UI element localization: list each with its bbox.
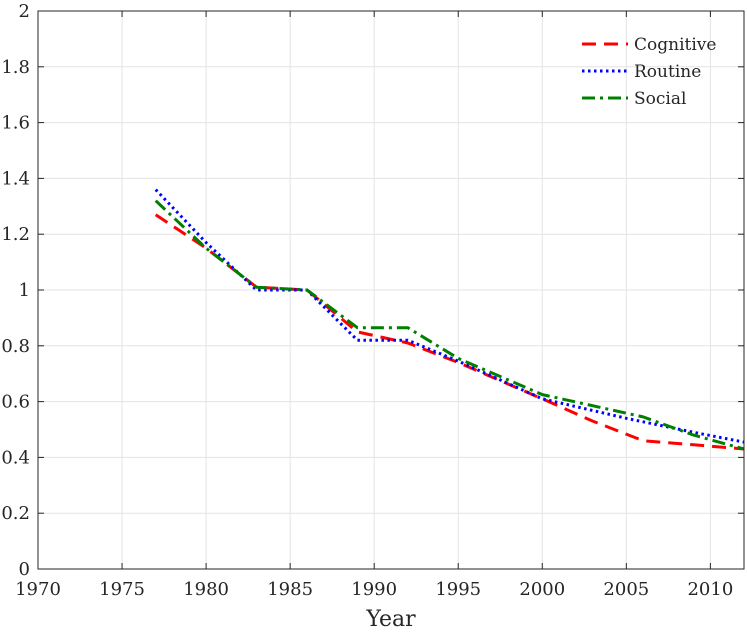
y-tick-label: 0 bbox=[19, 559, 30, 580]
x-tick-label: 1980 bbox=[183, 579, 229, 600]
y-tick-label: 2 bbox=[19, 1, 30, 22]
y-tick-label: 1.2 bbox=[1, 224, 30, 245]
series-line-social bbox=[154, 199, 745, 451]
x-tick-label: 1990 bbox=[351, 579, 397, 600]
x-axis-label: Year bbox=[365, 607, 416, 632]
legend-label-social: Social bbox=[634, 89, 686, 109]
x-tick-label: 2000 bbox=[519, 579, 565, 600]
x-tick-label: 2005 bbox=[603, 579, 649, 600]
x-tick-label: 1975 bbox=[99, 579, 145, 600]
grid-layer bbox=[37, 10, 744, 570]
x-tick-label: 1995 bbox=[435, 579, 481, 600]
x-tick-label: 1985 bbox=[267, 579, 313, 600]
y-tick-label: 0.4 bbox=[1, 447, 30, 468]
y-tick-label: 0.8 bbox=[1, 336, 30, 357]
x-tick-label: 1970 bbox=[15, 579, 61, 600]
legend: Cognitive Routine Social bbox=[582, 35, 716, 109]
legend-label-cognitive: Cognitive bbox=[634, 35, 716, 55]
y-tick-label: 1.6 bbox=[1, 113, 30, 134]
y-tick-label: 0.6 bbox=[1, 392, 30, 413]
series-line-routine bbox=[154, 188, 745, 444]
series-layer bbox=[154, 188, 745, 451]
legend-label-routine: Routine bbox=[634, 62, 701, 82]
x-tick-label: 2010 bbox=[687, 579, 733, 600]
series-line-cognitive bbox=[154, 213, 745, 451]
tick-layer: 1970 1975 1980 1985 1990 1995 2000 2005 2010 0 0.2… bbox=[1, 1, 744, 600]
y-tick-label: 1.4 bbox=[1, 168, 30, 189]
y-tick-label: 0.2 bbox=[1, 503, 30, 524]
y-tick-label: 1 bbox=[19, 280, 30, 301]
y-tick-label: 1.8 bbox=[1, 57, 30, 78]
